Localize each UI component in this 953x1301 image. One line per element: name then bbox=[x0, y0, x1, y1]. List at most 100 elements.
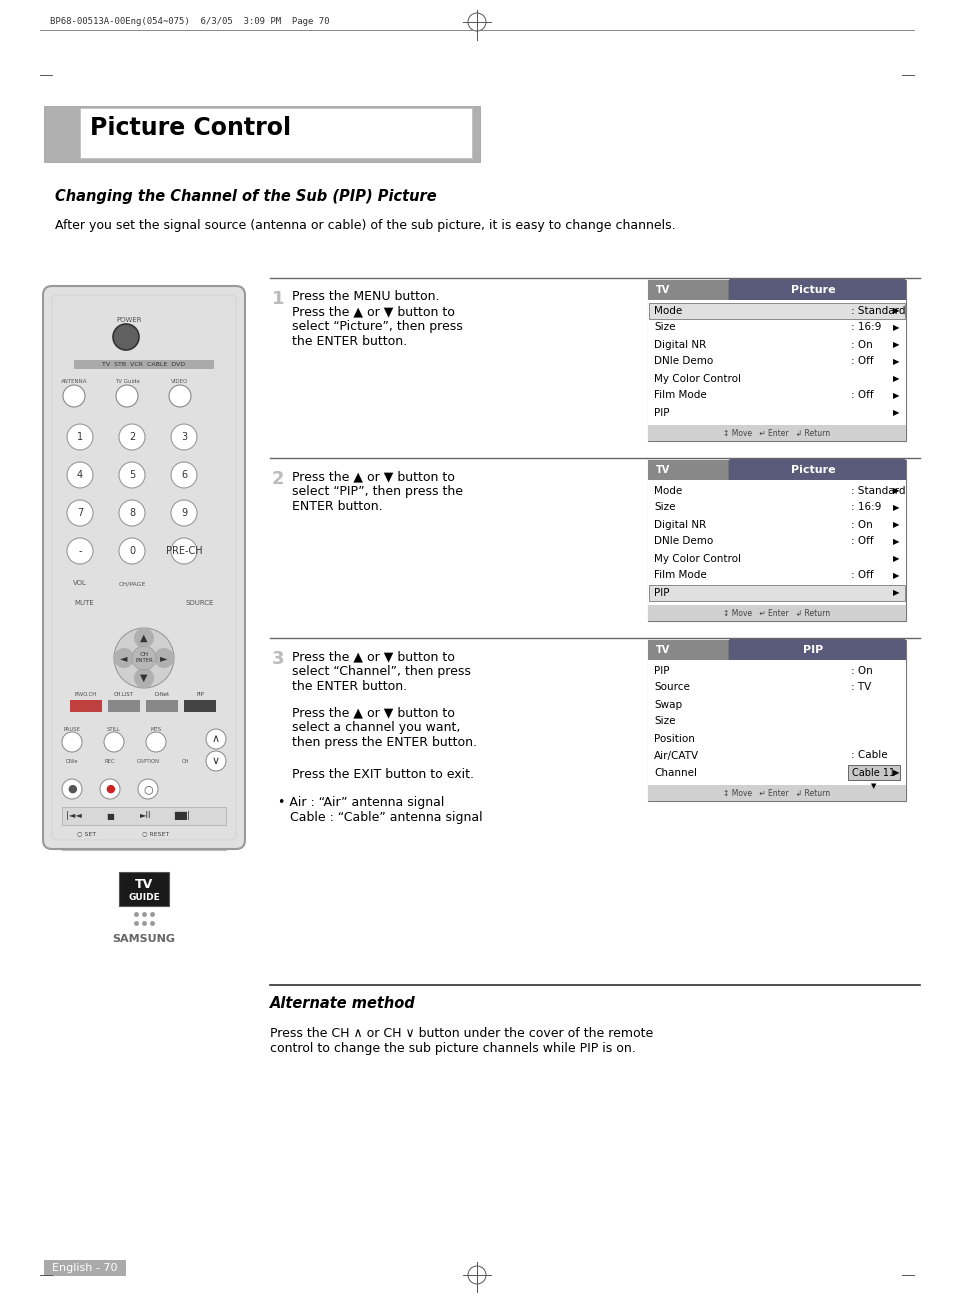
Text: CH/PAGE: CH/PAGE bbox=[118, 582, 146, 585]
Text: -: - bbox=[78, 546, 82, 556]
Text: 4: 4 bbox=[77, 470, 83, 480]
Text: ▶: ▶ bbox=[892, 306, 899, 315]
Circle shape bbox=[67, 424, 92, 450]
Text: ▶: ▶ bbox=[892, 537, 899, 546]
Text: ►: ► bbox=[160, 653, 168, 664]
Text: PIP: PIP bbox=[196, 692, 204, 697]
Text: Film Mode: Film Mode bbox=[654, 571, 706, 580]
Text: : 16:9: : 16:9 bbox=[850, 323, 881, 333]
Text: FAVO.CH: FAVO.CH bbox=[75, 692, 97, 697]
Bar bbox=[648, 303, 904, 319]
Bar bbox=[847, 765, 899, 781]
Text: ↕ Move   ↵ Enter   ↲ Return: ↕ Move ↵ Enter ↲ Return bbox=[722, 609, 830, 618]
Text: Channel: Channel bbox=[654, 768, 697, 778]
Circle shape bbox=[153, 648, 173, 667]
Circle shape bbox=[171, 500, 196, 526]
Text: ▶: ▶ bbox=[892, 356, 899, 366]
Text: PIP: PIP bbox=[654, 588, 669, 597]
Circle shape bbox=[133, 667, 153, 688]
FancyBboxPatch shape bbox=[728, 639, 905, 661]
Text: : Off: : Off bbox=[850, 536, 873, 546]
Text: : On: : On bbox=[850, 340, 872, 350]
Text: MTS: MTS bbox=[151, 727, 161, 732]
Text: Film Mode: Film Mode bbox=[654, 390, 706, 401]
Text: Picture Control: Picture Control bbox=[90, 116, 291, 141]
Text: Picture: Picture bbox=[790, 285, 835, 295]
Text: Mode: Mode bbox=[654, 306, 681, 316]
Text: ●: ● bbox=[105, 785, 114, 794]
Text: ∧: ∧ bbox=[212, 734, 220, 744]
Text: ▶: ▶ bbox=[892, 503, 899, 513]
Text: After you set the signal source (antenna or cable) of the sub picture, it is eas: After you set the signal source (antenna… bbox=[55, 219, 675, 232]
Text: Size: Size bbox=[654, 323, 675, 333]
Text: • Air : “Air” antenna signal
   Cable : “Cable” antenna signal: • Air : “Air” antenna signal Cable : “Ca… bbox=[277, 796, 482, 824]
Text: 7: 7 bbox=[77, 507, 83, 518]
Text: ▼: ▼ bbox=[870, 783, 876, 788]
Text: PIP: PIP bbox=[654, 666, 669, 675]
Bar bbox=[647, 640, 905, 801]
Text: Swap: Swap bbox=[654, 700, 681, 709]
Circle shape bbox=[112, 324, 139, 350]
Text: ▶: ▶ bbox=[892, 340, 899, 349]
Text: : Standard: : Standard bbox=[850, 485, 904, 496]
Text: ○ SET: ○ SET bbox=[77, 831, 96, 837]
Text: STILL: STILL bbox=[107, 727, 121, 732]
Text: Digital NR: Digital NR bbox=[654, 519, 705, 530]
Bar bbox=[184, 700, 215, 712]
Circle shape bbox=[206, 729, 226, 749]
Circle shape bbox=[113, 628, 173, 688]
Text: ►II: ►II bbox=[140, 812, 152, 821]
Text: ANTENNA: ANTENNA bbox=[61, 379, 87, 384]
Bar bbox=[44, 105, 479, 163]
Bar bbox=[647, 425, 905, 441]
Text: Press the EXIT button to exit.: Press the EXIT button to exit. bbox=[292, 768, 474, 781]
Text: ▶: ▶ bbox=[892, 487, 899, 494]
Text: Mode: Mode bbox=[654, 485, 681, 496]
Text: ▲: ▲ bbox=[140, 634, 148, 643]
Text: DNIe Demo: DNIe Demo bbox=[654, 356, 713, 367]
FancyBboxPatch shape bbox=[728, 278, 905, 301]
Text: DNIe Demo: DNIe Demo bbox=[654, 536, 713, 546]
Text: SAMSUNG: SAMSUNG bbox=[112, 934, 175, 945]
Text: Changing the Channel of the Sub (PIP) Picture: Changing the Channel of the Sub (PIP) Pi… bbox=[55, 189, 436, 203]
Circle shape bbox=[169, 385, 191, 407]
Text: PIP: PIP bbox=[802, 645, 822, 654]
Text: 2: 2 bbox=[272, 470, 284, 488]
Text: My Color Control: My Color Control bbox=[654, 373, 740, 384]
Text: CH: CH bbox=[139, 652, 149, 657]
Bar bbox=[74, 360, 213, 369]
Circle shape bbox=[132, 647, 156, 670]
Text: ○ RESET: ○ RESET bbox=[142, 831, 169, 837]
Text: Position: Position bbox=[654, 734, 694, 743]
Text: 1: 1 bbox=[77, 432, 83, 442]
Text: Press the ▲ or ▼ button to
select “Channel”, then press
the ENTER button.: Press the ▲ or ▼ button to select “Chann… bbox=[292, 650, 471, 693]
Text: DNIe: DNIe bbox=[66, 758, 78, 764]
Text: ▶: ▶ bbox=[892, 520, 899, 530]
Bar bbox=[647, 640, 905, 660]
Text: ██|: ██| bbox=[173, 812, 190, 821]
Text: GUIDE: GUIDE bbox=[128, 894, 160, 903]
Text: PIP: PIP bbox=[654, 407, 669, 418]
Bar bbox=[108, 700, 140, 712]
Text: ∨: ∨ bbox=[212, 756, 220, 766]
Circle shape bbox=[171, 539, 196, 565]
Text: Air/CATV: Air/CATV bbox=[654, 751, 699, 761]
Circle shape bbox=[113, 648, 133, 667]
Text: ▶: ▶ bbox=[892, 373, 899, 382]
Circle shape bbox=[119, 500, 145, 526]
Text: Picture: Picture bbox=[790, 464, 835, 475]
Circle shape bbox=[138, 779, 158, 799]
Circle shape bbox=[171, 462, 196, 488]
Text: 2: 2 bbox=[129, 432, 135, 442]
Bar bbox=[647, 280, 905, 301]
Bar bbox=[647, 785, 905, 801]
FancyBboxPatch shape bbox=[43, 286, 245, 850]
Text: ↕ Move   ↵ Enter   ↲ Return: ↕ Move ↵ Enter ↲ Return bbox=[722, 428, 830, 437]
Bar bbox=[647, 301, 905, 425]
Circle shape bbox=[133, 628, 153, 648]
Circle shape bbox=[119, 424, 145, 450]
Bar bbox=[647, 660, 905, 785]
Bar bbox=[647, 280, 905, 441]
Text: ◄: ◄ bbox=[120, 653, 128, 664]
Bar bbox=[647, 480, 905, 605]
